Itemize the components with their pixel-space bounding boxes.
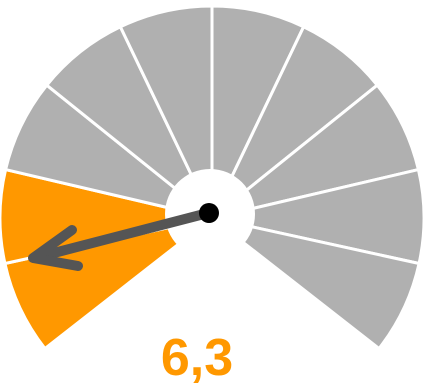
gauge-segment [210, 216, 421, 351]
gauge-needle [28, 203, 219, 271]
needle-shaft [45, 208, 213, 259]
needle-arrowhead [28, 225, 83, 271]
gauge-segments [0, 4, 424, 351]
gauge-value: 6,3 [160, 329, 234, 387]
needle-pivot [199, 203, 219, 223]
